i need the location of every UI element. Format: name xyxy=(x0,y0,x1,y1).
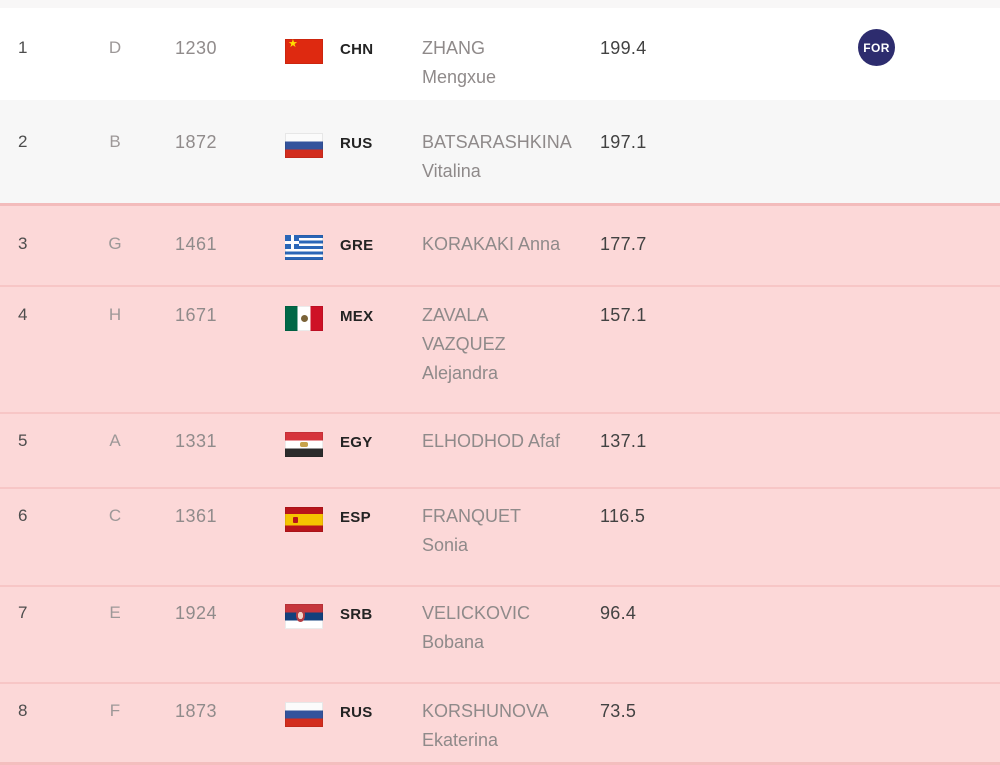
rank: 8 xyxy=(18,701,28,720)
lane-letter: A xyxy=(109,431,121,450)
rank: 5 xyxy=(18,431,28,450)
bib-number: 1671 xyxy=(174,305,218,325)
lane-letter: B xyxy=(109,132,121,151)
rank: 3 xyxy=(18,234,28,253)
result-row[interactable]: 5 A 1331 EGY ELHODHOD Afaf 137.1 xyxy=(0,412,1000,487)
country-code: GRE xyxy=(340,237,374,254)
flag-icon xyxy=(285,604,323,629)
flag-icon xyxy=(285,133,323,158)
for-badge[interactable]: FOR xyxy=(858,29,895,66)
score-value: 177.7 xyxy=(600,234,647,254)
bib-number: 1461 xyxy=(174,234,218,254)
flag-icon xyxy=(285,702,323,727)
score-value: 96.4 xyxy=(600,603,637,623)
flag-icon xyxy=(285,507,323,532)
result-row[interactable]: 6 C 1361 ESP FRANQUET Sonia 116.5 xyxy=(0,487,1000,585)
athlete-name: VELICKOVIC Bobana xyxy=(422,603,531,652)
athlete-name: ELHODHOD Afaf xyxy=(422,431,561,451)
lane-letter: F xyxy=(109,701,121,720)
rank: 7 xyxy=(18,603,28,622)
result-row[interactable]: 3 G 1461 GRE KORAKAKI Anna 177.7 xyxy=(0,203,1000,285)
country-code: RUS xyxy=(340,704,373,721)
rank: 4 xyxy=(18,305,28,324)
bib-number: 1924 xyxy=(174,603,218,623)
athlete-name: KORAKAKI Anna xyxy=(422,234,561,254)
athlete-name: FRANQUET Sonia xyxy=(422,506,521,555)
result-row[interactable]: 2 B 1872 RUS BATSARASHKINA Vitalina 197.… xyxy=(0,100,1000,203)
lane-letter: H xyxy=(108,305,122,324)
score-value: 73.5 xyxy=(600,701,637,721)
flag-icon xyxy=(285,432,323,457)
lane-letter: E xyxy=(109,603,121,622)
bib-number: 1872 xyxy=(174,132,218,152)
score-value: 116.5 xyxy=(600,506,646,526)
athlete-name: ZHANG Mengxue xyxy=(422,38,497,87)
country-code: CHN xyxy=(340,41,374,58)
result-row[interactable]: 1 D 1230 CHN ZHANG Mengxue 199.4 FOR xyxy=(0,8,1000,100)
result-row[interactable]: 4 H 1671 MEX ZAVALA VAZQUEZ Alejandra 15… xyxy=(0,285,1000,412)
lane-letter: G xyxy=(108,234,122,253)
flag-icon xyxy=(285,37,323,64)
score-value: 137.1 xyxy=(600,431,647,451)
bib-number: 1331 xyxy=(174,431,218,451)
rank: 2 xyxy=(18,132,28,151)
score-value: 199.4 xyxy=(600,38,647,58)
country-code: ESP xyxy=(340,509,371,526)
flag-icon xyxy=(285,235,323,260)
bib-number: 1361 xyxy=(174,506,218,526)
country-code: RUS xyxy=(340,135,373,152)
bib-number: 1230 xyxy=(174,38,218,58)
lane-letter: D xyxy=(108,38,122,57)
score-value: 197.1 xyxy=(600,132,647,152)
rank: 1 xyxy=(18,38,28,57)
country-code: EGY xyxy=(340,434,373,451)
result-row[interactable]: 8 F 1873 RUS KORSHUNOVA Ekaterina 73.5 xyxy=(0,682,1000,765)
bib-number: 1873 xyxy=(174,701,218,721)
table-top-divider xyxy=(0,0,1000,8)
result-row[interactable]: 7 E 1924 SRB VELICKOVIC Bobana 96.4 xyxy=(0,585,1000,682)
country-code: SRB xyxy=(340,606,373,623)
athlete-name: BATSARASHKINA Vitalina xyxy=(422,132,572,181)
lane-letter: C xyxy=(108,506,122,525)
country-code: MEX xyxy=(340,308,374,325)
athlete-name: KORSHUNOVA Ekaterina xyxy=(422,701,549,750)
score-value: 157.1 xyxy=(600,305,647,325)
flag-icon xyxy=(285,306,323,331)
rank: 6 xyxy=(18,506,28,525)
athlete-name: ZAVALA VAZQUEZ Alejandra xyxy=(422,305,506,383)
